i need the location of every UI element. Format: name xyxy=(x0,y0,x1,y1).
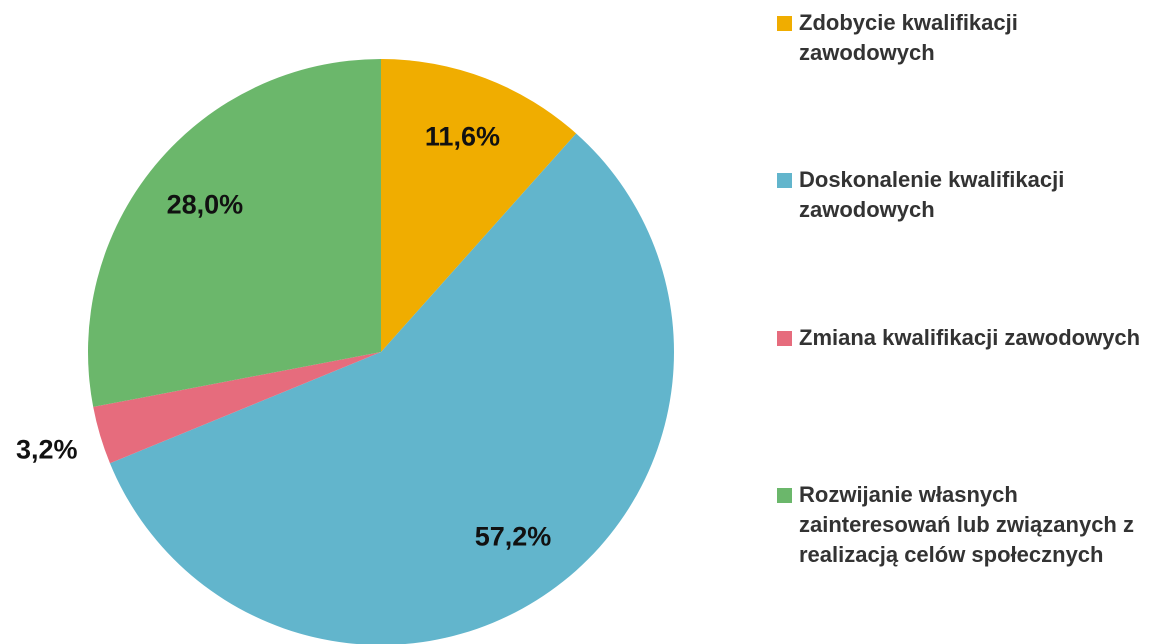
legend-swatch xyxy=(777,173,792,188)
data-label: 28,0% xyxy=(167,189,244,219)
data-label: 3,2% xyxy=(16,435,78,465)
legend-label: Zdobycie kwalifikacji zawodowych xyxy=(799,10,1018,65)
data-label: 11,6% xyxy=(425,122,500,152)
legend-swatch xyxy=(777,488,792,503)
legend-item: Rozwijanie własnych zainteresowań lub zw… xyxy=(777,480,1147,570)
legend-item: Zmiana kwalifikacji zawodowych xyxy=(777,323,1147,353)
legend-swatch xyxy=(777,331,792,346)
pie-slice xyxy=(88,59,382,407)
legend-item: Zdobycie kwalifikacji zawodowych xyxy=(777,8,1147,68)
legend-label: Doskonalenie kwalifikacji zawodowych xyxy=(799,167,1065,222)
pie-slice xyxy=(109,133,674,644)
data-label: 57,2% xyxy=(475,522,552,552)
legend-label: Rozwijanie własnych zainteresowań lub zw… xyxy=(799,482,1134,567)
legend-item: Doskonalenie kwalifikacji zawodowych xyxy=(777,165,1147,225)
legend-swatch xyxy=(777,16,792,31)
pie-slice xyxy=(93,352,382,464)
legend-label: Zmiana kwalifikacji zawodowych xyxy=(799,325,1141,350)
pie-slice xyxy=(381,59,577,352)
